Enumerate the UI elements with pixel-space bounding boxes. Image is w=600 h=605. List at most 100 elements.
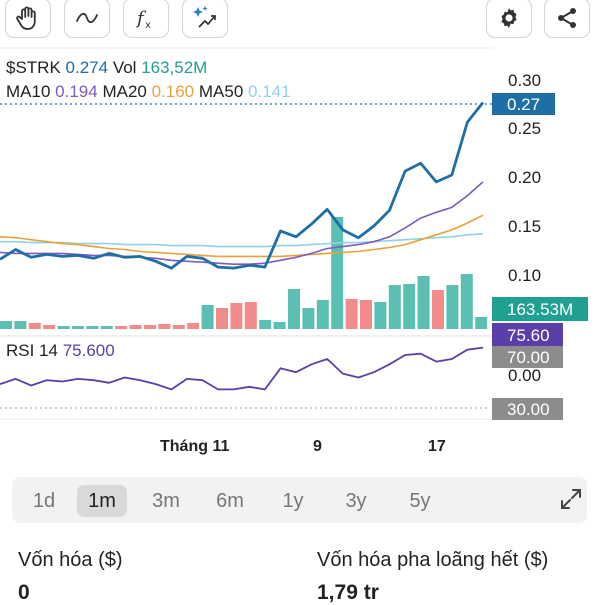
timeframe-1y[interactable]: 1y — [282, 490, 304, 512]
volume-bar — [230, 303, 243, 329]
volume-bar — [345, 299, 358, 329]
volume-bars — [0, 217, 488, 329]
volume-bar — [403, 284, 416, 329]
rsi-70-badge: 70.00 — [507, 348, 550, 367]
timeframe-3m[interactable]: 3m — [152, 490, 180, 512]
legend-symbol: $STRK — [6, 58, 61, 77]
legend-ma20-value: 0.160 — [152, 82, 195, 101]
legend-volume: 163,52M — [141, 58, 207, 77]
volume-bar — [360, 300, 372, 329]
volume-bar — [244, 302, 257, 329]
volume-bar — [115, 326, 128, 329]
volume-bar — [302, 308, 315, 329]
magic-tool-button[interactable] — [182, 0, 228, 38]
volume-bar — [14, 321, 27, 329]
volume-bar — [432, 290, 444, 329]
timeframe-1d[interactable]: 1d — [32, 490, 56, 512]
volume-bar — [259, 320, 272, 329]
line-tool-button[interactable] — [64, 0, 110, 38]
volume-bar — [446, 285, 459, 329]
rsi-legend-label: RSI 14 — [6, 341, 58, 360]
legend-ma10-value: 0.194 — [55, 82, 98, 101]
y-tick-label: 0.15 — [508, 217, 541, 236]
volume-bar — [28, 323, 41, 329]
legend-ma20-label: MA20 — [102, 82, 146, 101]
indicator-lines — [0, 101, 485, 270]
timeframe-3y[interactable]: 3y — [345, 490, 367, 512]
volume-bar — [374, 302, 387, 329]
price-line — [0, 101, 485, 270]
rsi-legend: RSI 14 75.600 — [6, 341, 115, 360]
volume-bar — [201, 305, 214, 329]
volume-bar — [417, 276, 430, 329]
ma50-line — [0, 233, 484, 248]
chart-legend-row2: MA10 0.194 MA20 0.160 MA50 0.141 — [6, 82, 291, 101]
legend-ma10-label: MA10 — [6, 82, 50, 101]
volume-bar — [172, 325, 185, 329]
volume-bar — [388, 285, 401, 329]
svg-text:x: x — [145, 20, 151, 31]
line-tool-icon — [73, 4, 101, 32]
rsi-badge-bg — [492, 323, 563, 346]
legend-ma50-value: 0.141 — [248, 82, 291, 101]
y-tick-label: 0.30 — [508, 71, 541, 90]
settings-button[interactable] — [486, 0, 532, 38]
timeframe-5y[interactable]: 5y — [409, 490, 431, 512]
volume-bar — [273, 322, 286, 329]
ma10-line — [0, 181, 484, 266]
x-tick-label: 17 — [428, 438, 446, 455]
legend-ma50-label: MA50 — [199, 82, 243, 101]
volume-bar — [158, 324, 171, 329]
chart-legend-row1: $STRK 0.274 Vol 163,52M — [6, 58, 207, 77]
rsi-70-badge-bg — [492, 346, 563, 368]
price-badge: 0.27 — [507, 95, 540, 114]
price-badge-bg — [492, 93, 555, 115]
magic-sparkle-icon — [191, 4, 219, 32]
volume-bar — [72, 326, 84, 329]
volume-bar — [57, 326, 70, 329]
share-button[interactable] — [544, 0, 590, 38]
draw-hand-icon — [14, 4, 42, 32]
volume-bar — [460, 274, 473, 329]
gear-icon — [496, 5, 522, 31]
y-tick-label: 0.25 — [508, 119, 541, 138]
legend-price: 0.274 — [66, 58, 109, 77]
volume-bar — [288, 289, 300, 329]
volume-bar — [187, 323, 200, 329]
price-chart[interactable]: $STRK 0.274 Vol 163,52M MA10 0.194 MA20 … — [0, 0, 600, 465]
volume-bar — [86, 326, 99, 329]
expand-icon — [559, 487, 583, 516]
y-tick-label: 0.10 — [508, 266, 541, 285]
volume-bar — [316, 300, 329, 329]
timeframe-selector: 1d 1m 3m 6m 1y 3y 5y — [12, 477, 587, 523]
fdv-value: 1,79 tr — [317, 581, 379, 604]
rsi-30-badge: 30.00 — [507, 400, 550, 419]
rsi-legend-value: 75.600 — [63, 341, 115, 360]
rsi-line — [0, 346, 484, 391]
rsi-30-badge-bg — [492, 398, 563, 420]
timeframe-6m[interactable]: 6m — [216, 490, 244, 512]
rsi-badge: 75.60 — [507, 326, 550, 345]
fullscreen-button[interactable] — [556, 486, 586, 516]
market-cap-label: Vốn hóa ($) — [18, 549, 123, 571]
volume-bar — [216, 308, 228, 329]
y-tick-label: 0.00 — [508, 366, 541, 385]
chart-grid — [0, 47, 493, 420]
y-tick-label: 0.20 — [508, 168, 541, 187]
volume-badge: 163.53M — [507, 300, 573, 319]
market-cap-value: 0 — [18, 581, 30, 604]
volume-bar — [475, 317, 488, 329]
volume-bar — [43, 325, 56, 329]
draw-hand-tool-button[interactable] — [5, 0, 51, 38]
ma20-line — [0, 214, 484, 258]
legend-vol-label: Vol — [113, 58, 137, 77]
share-icon — [554, 5, 580, 31]
timeframe-1m[interactable]: 1m — [77, 485, 127, 517]
x-tick-label: Tháng 11 — [160, 438, 229, 455]
volume-bar — [0, 321, 12, 329]
volume-bar — [331, 217, 344, 329]
volume-bar — [129, 325, 142, 329]
